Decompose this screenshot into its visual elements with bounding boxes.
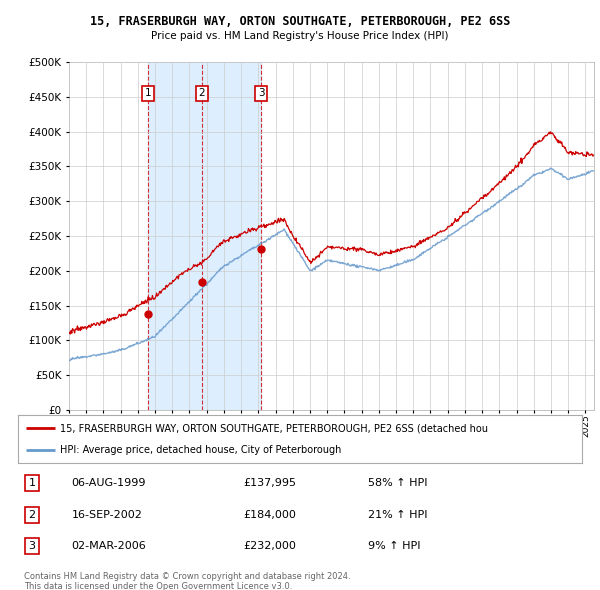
- Text: 15, FRASERBURGH WAY, ORTON SOUTHGATE, PETERBOROUGH, PE2 6SS (detached hou: 15, FRASERBURGH WAY, ORTON SOUTHGATE, PE…: [60, 423, 488, 433]
- Text: HPI: Average price, detached house, City of Peterborough: HPI: Average price, detached house, City…: [60, 445, 341, 455]
- Text: 15, FRASERBURGH WAY, ORTON SOUTHGATE, PETERBOROUGH, PE2 6SS: 15, FRASERBURGH WAY, ORTON SOUTHGATE, PE…: [90, 15, 510, 28]
- Text: 16-SEP-2002: 16-SEP-2002: [71, 510, 142, 520]
- Text: £184,000: £184,000: [244, 510, 296, 520]
- Text: 1: 1: [29, 478, 35, 489]
- Text: Price paid vs. HM Land Registry's House Price Index (HPI): Price paid vs. HM Land Registry's House …: [151, 31, 449, 41]
- Text: This data is licensed under the Open Government Licence v3.0.: This data is licensed under the Open Gov…: [24, 582, 292, 590]
- Text: Contains HM Land Registry data © Crown copyright and database right 2024.: Contains HM Land Registry data © Crown c…: [24, 572, 350, 581]
- Text: 02-MAR-2006: 02-MAR-2006: [71, 541, 146, 551]
- Text: 3: 3: [29, 541, 35, 551]
- Text: 2: 2: [29, 510, 35, 520]
- Text: 2: 2: [199, 88, 205, 99]
- Text: 9% ↑ HPI: 9% ↑ HPI: [368, 541, 420, 551]
- Text: 3: 3: [258, 88, 265, 99]
- Text: 06-AUG-1999: 06-AUG-1999: [71, 478, 146, 489]
- Text: 21% ↑ HPI: 21% ↑ HPI: [368, 510, 427, 520]
- Bar: [148, 62, 261, 410]
- Text: 1: 1: [145, 88, 151, 99]
- Text: £137,995: £137,995: [244, 478, 296, 489]
- Text: £232,000: £232,000: [244, 541, 296, 551]
- Text: 58% ↑ HPI: 58% ↑ HPI: [368, 478, 427, 489]
